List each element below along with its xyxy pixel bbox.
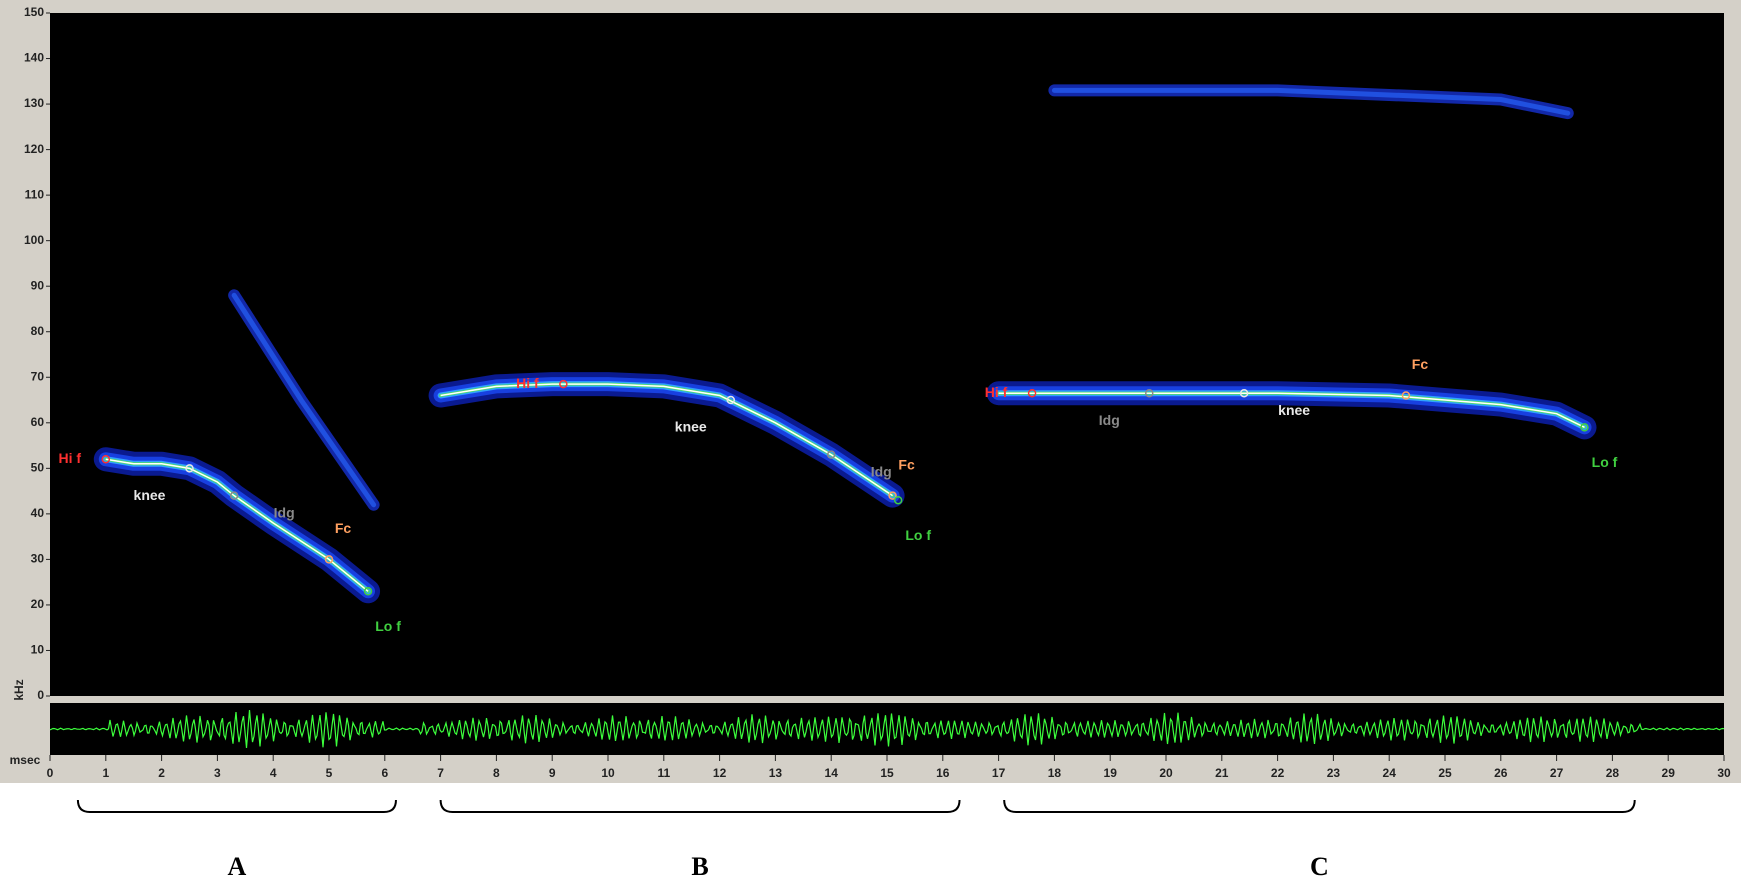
bracket: [76, 799, 397, 813]
x-tick-label: 1: [102, 766, 109, 780]
call-point: [1239, 388, 1249, 398]
point-label: knee: [134, 487, 166, 503]
point-label: Hi f: [516, 375, 539, 391]
call-point: [826, 450, 836, 459]
call-point: [726, 395, 736, 405]
point-label: Idg: [1099, 412, 1120, 428]
x-tick-label: 18: [1048, 766, 1062, 780]
x-tick-label: 10: [601, 766, 615, 780]
x-tick-label: 30: [1717, 766, 1731, 780]
harmonic: [1051, 87, 1571, 116]
call-point: [324, 555, 334, 564]
call-point: [888, 491, 897, 500]
series-label: C: [1310, 852, 1329, 881]
x-tick-label: 5: [326, 766, 333, 780]
y-tick-label: 150: [24, 5, 44, 19]
x-tick-label: 7: [437, 766, 444, 780]
point-label: Hi f: [985, 384, 1008, 400]
call-point: [185, 464, 194, 473]
point-label: Fc: [898, 456, 915, 472]
y-tick-label: 0: [37, 688, 44, 702]
point-label: Idg: [274, 504, 295, 520]
y-tick-label: 110: [25, 187, 45, 201]
x-tick-label: 19: [1104, 766, 1118, 780]
y-tick-label: 90: [31, 278, 45, 292]
point-label: Fc: [335, 520, 352, 536]
point-label: knee: [1278, 402, 1310, 418]
call-point: [229, 491, 239, 500]
x-tick-label: 17: [992, 766, 1006, 780]
point-label: Idg: [871, 463, 892, 479]
call-point: [893, 495, 903, 505]
x-tick-label: 9: [549, 766, 556, 780]
call-point: [1027, 388, 1037, 398]
y-tick-label: 60: [31, 415, 45, 429]
spectrogram-panel: [50, 13, 1724, 696]
y-tick-label: 120: [24, 142, 44, 156]
y-tick-label: 130: [24, 96, 44, 110]
x-tick-label: 27: [1550, 766, 1564, 780]
y-tick-label: 20: [31, 597, 45, 611]
x-tick-label: 12: [713, 766, 727, 780]
x-tick-label: 20: [1159, 766, 1173, 780]
x-tick-label: 25: [1438, 766, 1452, 780]
x-tick-label: 0: [47, 766, 54, 780]
x-tick-label: 28: [1606, 766, 1620, 780]
x-tick-label: 6: [381, 766, 388, 780]
x-tick-label: 11: [657, 766, 670, 780]
x-tick-label: 13: [769, 766, 783, 780]
x-tick-label: 21: [1215, 766, 1229, 780]
y-tick-label: 10: [31, 643, 45, 657]
waveform: [49, 710, 1725, 748]
x-tick-label: 3: [214, 766, 221, 780]
y-tick-label: 80: [31, 324, 45, 338]
y-tick-label: 70: [31, 369, 45, 383]
call-line: [998, 392, 1585, 429]
x-tick-label: 26: [1494, 766, 1508, 780]
x-tick-label: 22: [1271, 766, 1285, 780]
y-tick-label: 30: [31, 552, 45, 566]
x-tick-label: 8: [493, 766, 500, 780]
call-line: [440, 383, 893, 497]
y-tick-label: 100: [24, 233, 44, 247]
x-axis-label: msec: [10, 753, 41, 767]
point-label: Hi f: [59, 450, 82, 466]
call-point: [559, 379, 568, 389]
x-tick-label: 4: [270, 766, 277, 780]
x-tick-label: 29: [1662, 766, 1676, 780]
harmonic: [231, 292, 377, 508]
call-point: [1580, 423, 1589, 432]
point-label: Lo f: [905, 527, 931, 543]
y-tick-label: 40: [31, 506, 45, 520]
series-label: A: [228, 852, 247, 881]
x-tick-label: 2: [158, 766, 165, 780]
bracket: [439, 799, 961, 813]
point-label: knee: [675, 419, 707, 435]
point-label: Fc: [1412, 356, 1429, 372]
bracket: [1003, 799, 1636, 813]
x-tick-label: 24: [1383, 766, 1397, 780]
point-label: Lo f: [375, 618, 401, 634]
x-tick-label: 15: [880, 766, 894, 780]
call-line: [105, 458, 369, 592]
call-point: [101, 454, 111, 464]
call-point: [363, 587, 373, 596]
y-tick-label: 50: [31, 461, 45, 475]
x-tick-label: 14: [825, 766, 839, 780]
y-tick-label: 140: [24, 51, 44, 65]
x-tick-label: 16: [936, 766, 950, 780]
point-label: Lo f: [1592, 454, 1618, 470]
series-label: B: [691, 852, 708, 881]
x-tick-label: 23: [1327, 766, 1341, 780]
y-axis-label: kHz: [12, 679, 26, 700]
call-point: [1145, 388, 1154, 398]
call-point: [1401, 391, 1411, 400]
